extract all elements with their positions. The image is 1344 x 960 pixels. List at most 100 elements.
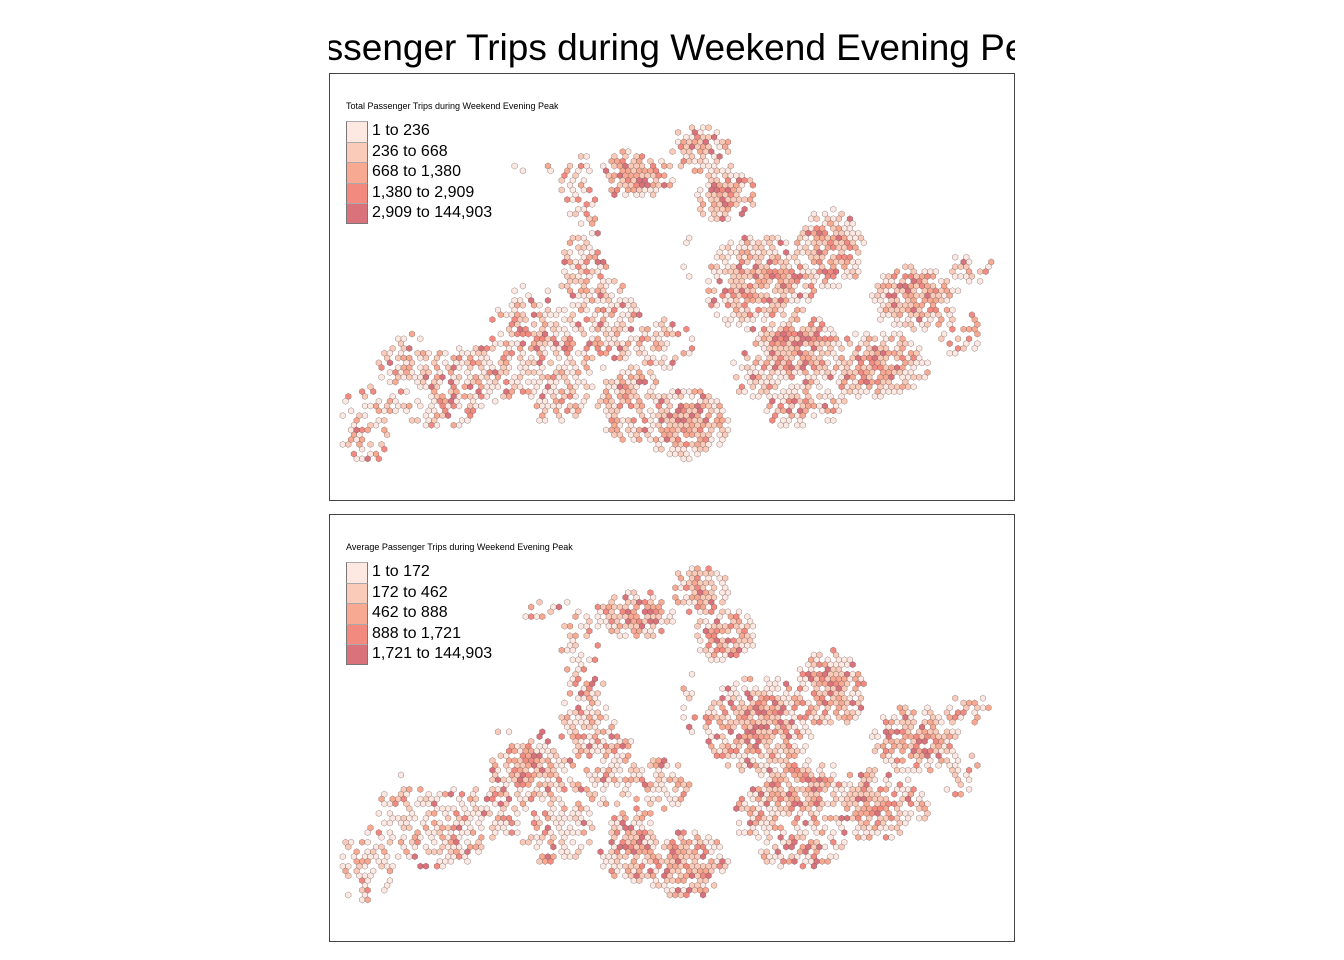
hexagon-cell bbox=[367, 402, 374, 410]
hexagon-cell bbox=[386, 867, 393, 875]
hexagon-cell bbox=[641, 378, 648, 386]
hexagon-cell bbox=[736, 388, 742, 396]
hexagon-cell bbox=[910, 325, 917, 333]
hexagon-cell bbox=[556, 785, 562, 793]
hexagon-cell bbox=[749, 325, 756, 333]
hexagon-cell bbox=[700, 853, 706, 861]
hexagon-cell bbox=[586, 723, 593, 731]
hexagon-cell bbox=[592, 781, 598, 789]
hexagon-cell bbox=[675, 761, 682, 769]
hexagon-cell bbox=[519, 167, 526, 175]
hexagon-cell bbox=[495, 728, 501, 736]
hexagon-cell bbox=[675, 598, 682, 606]
hexagon-cell bbox=[589, 325, 596, 333]
hexagon-cell bbox=[822, 392, 828, 400]
legend-title: Average Passenger Trips during Weekend E… bbox=[346, 542, 573, 552]
hexagon-cell bbox=[733, 805, 740, 813]
hexagon-cell bbox=[810, 402, 817, 410]
hexagon-cell bbox=[888, 814, 895, 822]
hexagon-cell bbox=[802, 685, 809, 693]
hexagon-cell bbox=[575, 234, 582, 242]
hexagon-cell bbox=[514, 829, 521, 837]
hexagon-cell bbox=[761, 316, 767, 324]
hexagon-cell bbox=[697, 637, 704, 645]
hexagon-cell bbox=[359, 838, 366, 846]
hexagon-cell bbox=[580, 330, 587, 338]
legend-swatch bbox=[346, 562, 368, 583]
hexagon-cell bbox=[622, 632, 629, 640]
hexagon-cell bbox=[680, 598, 687, 606]
hexagon-cell bbox=[841, 272, 848, 280]
hexagon-cell bbox=[838, 843, 845, 851]
hexagon-cell bbox=[955, 335, 961, 343]
hexagon-cell bbox=[910, 373, 917, 381]
hexagon-cell bbox=[506, 392, 512, 400]
hexagon-cell bbox=[536, 301, 543, 309]
hexagon-cell bbox=[567, 239, 573, 247]
hexagon-cell bbox=[860, 833, 867, 841]
hexagon-cell bbox=[835, 713, 842, 721]
hexagon-cell bbox=[608, 733, 615, 741]
hexagon-cell bbox=[860, 239, 867, 247]
hexagon-cell bbox=[558, 416, 565, 424]
hexagon-cell bbox=[935, 761, 942, 769]
hexagon-cell bbox=[508, 330, 515, 338]
hexagon-cell bbox=[641, 359, 648, 367]
hexagon-cell bbox=[417, 862, 424, 870]
hexagon-cell bbox=[810, 718, 817, 726]
hexagon-cell bbox=[442, 790, 449, 798]
hexagon-cell bbox=[727, 651, 734, 659]
hexagon-cell bbox=[500, 392, 507, 400]
hexagon-cell bbox=[420, 800, 427, 808]
hexagon-cell bbox=[425, 848, 432, 856]
hexagon-cell bbox=[916, 373, 923, 381]
hexagon-cell bbox=[519, 301, 526, 309]
hexagon-cell bbox=[567, 853, 573, 861]
hexagon-cell bbox=[586, 368, 593, 376]
hexagon-cell bbox=[725, 761, 731, 769]
hexagon-cell bbox=[558, 733, 565, 741]
hexagon-cell bbox=[725, 215, 731, 223]
legend-total: Total Passenger Trips during Weekend Eve… bbox=[346, 100, 558, 224]
hexagon-cell bbox=[664, 330, 670, 338]
hexagon-cell bbox=[805, 296, 812, 304]
hexagon-cell bbox=[616, 287, 623, 295]
hexagon-cell bbox=[747, 829, 754, 837]
hexagon-cell bbox=[686, 598, 693, 606]
hexagon-cell bbox=[619, 436, 626, 444]
hexagon-cell bbox=[813, 215, 820, 223]
hexagon-cell bbox=[810, 862, 817, 870]
hexagon-cell bbox=[603, 800, 609, 808]
legend-item: 1,380 to 2,909 bbox=[346, 182, 558, 203]
hexagon-cell bbox=[575, 196, 582, 204]
hexagon-cell bbox=[852, 272, 859, 280]
hexagon-cell bbox=[799, 421, 806, 429]
hexagon-cell bbox=[386, 378, 393, 386]
hexagon-cell bbox=[844, 814, 851, 822]
hexagon-cell bbox=[647, 819, 654, 827]
hexagon-cell bbox=[661, 172, 668, 180]
hexagon-cell bbox=[985, 704, 992, 712]
hexagon-cell bbox=[650, 632, 657, 640]
hexagon-cell bbox=[539, 795, 546, 803]
hexagon-cell bbox=[680, 704, 687, 712]
hexagon-cell bbox=[883, 785, 889, 793]
legend-item: 668 to 1,380 bbox=[346, 162, 558, 183]
hexagon-cell bbox=[592, 656, 598, 664]
hexagon-cell bbox=[431, 838, 438, 846]
hexagon-cell bbox=[381, 800, 388, 808]
hexagon-cell bbox=[492, 397, 499, 405]
hexagon-cell bbox=[672, 785, 679, 793]
hexagon-cell bbox=[794, 776, 801, 784]
hexagon-cell bbox=[589, 296, 596, 304]
hexagon-cell bbox=[799, 862, 806, 870]
hexagon-cell bbox=[777, 239, 784, 247]
hexagon-cell bbox=[445, 814, 452, 822]
hexagon-cell bbox=[666, 181, 673, 189]
hexagon-cell bbox=[763, 282, 770, 290]
hexagon-cell bbox=[830, 407, 837, 415]
hexagon-cell bbox=[738, 766, 745, 774]
hexagon-cell bbox=[830, 800, 837, 808]
hexagon-cell bbox=[824, 282, 831, 290]
hexagon-cell bbox=[686, 455, 693, 463]
